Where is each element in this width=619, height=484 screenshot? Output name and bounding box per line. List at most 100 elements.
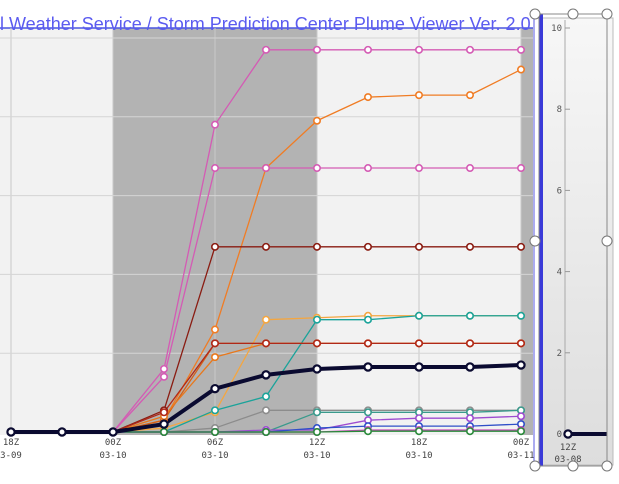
data-point[interactable]	[312, 315, 321, 324]
mean-data-point[interactable]	[465, 362, 475, 372]
data-point[interactable]	[516, 311, 525, 320]
side-y-tick-label: 6	[557, 186, 562, 196]
mean-data-point[interactable]	[210, 383, 220, 394]
x-tick-date: 3-09	[0, 451, 22, 461]
x-tick-hour: 18Z	[411, 438, 428, 448]
data-point[interactable]	[261, 392, 270, 401]
data-point[interactable]	[414, 164, 423, 173]
x-tick-date: 03-11	[507, 451, 534, 461]
data-point[interactable]	[312, 242, 321, 251]
data-point[interactable]	[363, 164, 372, 173]
mean-data-point[interactable]	[261, 370, 271, 380]
mean-data-point[interactable]	[363, 362, 373, 372]
data-point[interactable]	[363, 45, 372, 54]
data-point[interactable]	[414, 311, 423, 320]
data-point[interactable]	[211, 339, 220, 348]
data-point[interactable]	[312, 427, 321, 436]
resize-handle[interactable]	[529, 235, 541, 247]
mean-data-point[interactable]	[108, 427, 118, 437]
x-tick-date: 03-10	[99, 451, 126, 461]
data-point[interactable]	[160, 364, 169, 373]
data-point[interactable]	[363, 93, 372, 102]
data-point[interactable]	[160, 372, 169, 381]
mean-data-point[interactable]	[414, 362, 424, 372]
data-point[interactable]	[465, 164, 474, 173]
data-point[interactable]	[516, 427, 525, 436]
data-point[interactable]	[516, 65, 525, 74]
mean-data-point[interactable]	[159, 419, 169, 429]
data-point[interactable]	[465, 45, 474, 54]
data-point[interactable]	[312, 116, 321, 125]
data-point[interactable]	[261, 427, 270, 436]
resize-handle[interactable]	[601, 460, 613, 472]
x-tick-date: 03-10	[303, 451, 330, 461]
data-point[interactable]	[516, 339, 525, 348]
data-point[interactable]	[516, 242, 525, 251]
data-point[interactable]	[414, 91, 423, 100]
data-point[interactable]	[261, 45, 270, 54]
x-tick-date: 03-10	[405, 451, 432, 461]
data-point[interactable]	[465, 242, 474, 251]
data-point[interactable]	[312, 45, 321, 54]
resize-handle[interactable]	[567, 8, 579, 20]
data-point[interactable]	[312, 408, 321, 417]
resize-handle[interactable]	[567, 460, 579, 472]
data-point[interactable]	[414, 427, 423, 436]
data-point[interactable]	[414, 414, 423, 423]
data-point[interactable]	[211, 427, 220, 436]
mean-data-point[interactable]	[312, 364, 322, 374]
selection-edge[interactable]	[539, 14, 543, 466]
data-point[interactable]	[312, 164, 321, 173]
data-point[interactable]	[160, 427, 169, 436]
side-y-tick-label: 8	[557, 105, 562, 115]
data-point[interactable]	[363, 408, 372, 417]
data-point[interactable]	[516, 45, 525, 54]
data-point[interactable]	[363, 339, 372, 348]
data-point[interactable]	[465, 427, 474, 436]
data-point[interactable]	[465, 91, 474, 100]
data-point[interactable]	[414, 242, 423, 251]
data-point[interactable]	[160, 408, 169, 417]
data-point[interactable]	[363, 427, 372, 436]
side-mean-point[interactable]	[563, 429, 573, 439]
data-point[interactable]	[211, 325, 220, 334]
side-panel[interactable]	[540, 17, 614, 466]
data-point[interactable]	[363, 242, 372, 251]
side-y-tick-label: 2	[557, 349, 562, 359]
data-point[interactable]	[516, 164, 525, 173]
data-point[interactable]	[261, 315, 270, 324]
data-point[interactable]	[211, 164, 220, 173]
data-point[interactable]	[414, 339, 423, 348]
side-x-tick-date: 03-08	[554, 455, 581, 465]
data-point[interactable]	[261, 242, 270, 251]
data-point[interactable]	[261, 339, 270, 348]
mean-data-point[interactable]	[516, 360, 526, 370]
data-point[interactable]	[211, 353, 220, 362]
data-point[interactable]	[414, 45, 423, 54]
resize-handle[interactable]	[529, 8, 541, 20]
x-tick-hour: 06Z	[207, 438, 224, 448]
side-x-tick-hour: 12Z	[560, 443, 577, 453]
data-point[interactable]	[516, 412, 525, 421]
x-tick-hour: 00Z	[105, 438, 122, 448]
data-point[interactable]	[312, 339, 321, 348]
data-point[interactable]	[465, 414, 474, 423]
data-point[interactable]	[261, 406, 270, 415]
data-point[interactable]	[465, 311, 474, 320]
mean-data-point[interactable]	[6, 427, 16, 437]
resize-handle[interactable]	[529, 460, 541, 472]
mean-data-point[interactable]	[57, 427, 67, 437]
viewer-title: al Weather Service / Storm Prediction Ce…	[0, 14, 531, 34]
data-point[interactable]	[211, 406, 220, 415]
data-point[interactable]	[211, 242, 220, 251]
x-tick-hour: 00Z	[513, 438, 530, 448]
data-point[interactable]	[261, 164, 270, 173]
data-point[interactable]	[211, 120, 220, 129]
resize-handle[interactable]	[601, 8, 613, 20]
data-point[interactable]	[465, 339, 474, 348]
resize-handle[interactable]	[601, 235, 613, 247]
side-y-tick-label: 4	[557, 268, 562, 278]
data-point[interactable]	[363, 315, 372, 324]
x-tick-hour: 12Z	[309, 438, 326, 448]
